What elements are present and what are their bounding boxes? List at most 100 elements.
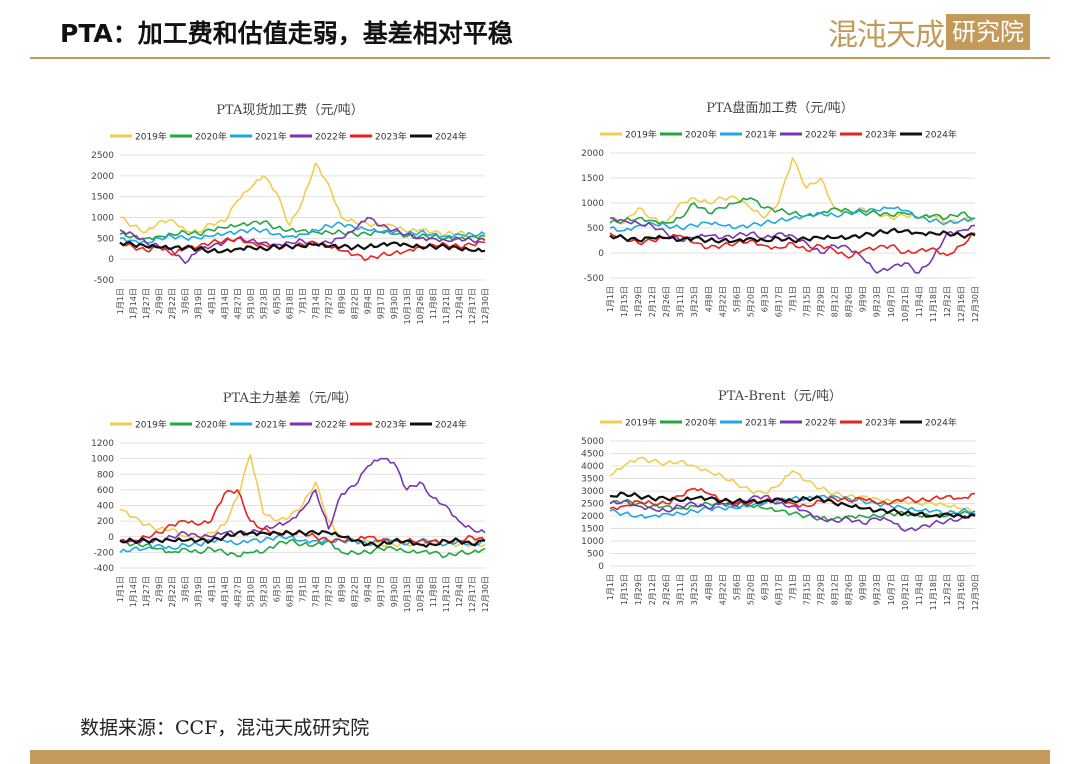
x-tick-label: 8月22日 [351, 576, 360, 607]
x-tick-label: 3月25日 [690, 574, 699, 605]
y-tick-label: 1500 [581, 525, 604, 535]
x-tick-label: 7月27日 [325, 576, 334, 607]
x-tick-label: 9月23日 [873, 286, 882, 317]
legend-label: 2019年 [625, 129, 657, 141]
series-line-2022 [609, 494, 976, 532]
legend-label: 2021年 [745, 417, 777, 429]
x-tick-label: 2月9日 [155, 288, 164, 314]
x-tick-label: 6月18日 [285, 576, 294, 607]
series-line-2021 [609, 494, 976, 519]
series-line-2019 [609, 157, 976, 225]
x-tick-label: 3月11日 [676, 574, 685, 605]
legend-label: 2023年 [375, 131, 407, 143]
y-tick-label: 3000 [581, 487, 604, 497]
y-tick-label: 0 [598, 249, 604, 259]
legend-label: 2022年 [805, 129, 837, 141]
x-tick-label: 1月1日 [606, 286, 615, 312]
x-tick-label: 11月21日 [442, 576, 451, 612]
x-tick-label: 6月3日 [760, 574, 769, 600]
x-tick-label: 2月26日 [662, 574, 671, 605]
x-tick-label: 7月14日 [312, 288, 321, 319]
x-tick-label: 5月23日 [259, 576, 268, 607]
x-tick-label: 5月6日 [732, 286, 741, 312]
page-title: PTA：加工费和估值走弱，基差相对平稳 [60, 19, 513, 48]
series-line-2021 [119, 533, 486, 553]
x-tick-label: 2月22日 [168, 288, 177, 319]
x-tick-label: 12月30日 [481, 288, 490, 324]
x-tick-label: 11月8日 [429, 288, 438, 319]
x-tick-label: 9月17日 [377, 288, 386, 319]
legend-label: 2022年 [805, 417, 837, 429]
x-tick-label: 4月22日 [718, 286, 727, 317]
y-tick-label: 800 [97, 470, 114, 480]
x-tick-label: 11月8日 [429, 576, 438, 607]
chart-title: PTA主力基差（元/吨） [223, 391, 357, 406]
x-tick-label: 10月26日 [416, 288, 425, 324]
logo-box-text: 研究院 [946, 14, 1030, 50]
legend-label: 2024年 [435, 131, 467, 143]
x-tick-label: 10月7日 [887, 574, 896, 605]
x-tick-label: 7月1日 [299, 576, 308, 602]
series-line-2022 [609, 217, 976, 274]
y-tick-label: 2500 [91, 151, 114, 161]
x-tick-label: 12月17日 [468, 576, 477, 612]
series-line-2020 [609, 197, 976, 225]
legend-label: 2022年 [315, 131, 347, 143]
x-tick-label: 6月5日 [272, 288, 281, 314]
x-tick-label: 5月10日 [246, 288, 255, 319]
legend-label: 2019年 [135, 131, 167, 143]
x-tick-label: 7月1日 [789, 286, 798, 312]
x-tick-label: 5月20日 [746, 286, 755, 317]
series-line-2023 [119, 489, 486, 544]
x-tick-label: 10月13日 [403, 288, 412, 324]
x-tick-label: 10月21日 [901, 286, 910, 322]
x-tick-label: 1月14日 [129, 576, 138, 607]
series-line-2019 [119, 453, 486, 548]
x-tick-label: 1月27日 [142, 288, 151, 319]
y-tick-label: 1000 [91, 214, 114, 224]
chart-title: PTA盘面加工费（元/吨） [706, 100, 853, 116]
x-tick-label: 11月4日 [915, 286, 924, 317]
series-line-2022 [119, 457, 486, 544]
x-tick-label: 7月1日 [789, 574, 798, 600]
x-tick-label: 9月30日 [390, 288, 399, 319]
y-tick-label: 400 [97, 502, 114, 512]
y-tick-label: 2000 [91, 172, 114, 182]
series-line-2022 [119, 216, 486, 265]
x-tick-label: 2月12日 [648, 286, 657, 317]
y-tick-label: 1200 [91, 439, 114, 449]
legend-label: 2021年 [255, 131, 287, 143]
x-tick-label: 12月2日 [943, 574, 952, 605]
x-tick-label: 4月8日 [704, 286, 713, 312]
chart-svg: PTA主力基差（元/吨） 2019年 2020年 2021年 2022年 2023年 202… [91, 391, 490, 612]
y-tick-label: 1000 [581, 537, 604, 547]
x-tick-label: 8月9日 [338, 288, 347, 314]
x-tick-label: 9月17日 [377, 576, 386, 607]
legend-label: 2020年 [685, 129, 717, 141]
series-line-2021 [119, 221, 486, 245]
x-tick-label: 1月15日 [620, 286, 629, 317]
x-tick-label: 11月18日 [929, 574, 938, 610]
x-tick-label: 9月23日 [873, 574, 882, 605]
x-tick-label: 12月17日 [468, 288, 477, 324]
x-tick-label: 1月1日 [116, 288, 125, 314]
x-tick-label: 6月5日 [272, 576, 281, 602]
y-tick-label: 0 [108, 533, 114, 543]
x-tick-label: 2月9日 [155, 576, 164, 602]
x-tick-label: 1月1日 [606, 574, 615, 600]
x-tick-label: 1月14日 [129, 288, 138, 319]
x-tick-label: 1月29日 [634, 574, 643, 605]
x-tick-label: 12月4日 [455, 576, 464, 607]
legend-label: 2023年 [865, 129, 897, 141]
x-tick-label: 12月30日 [481, 576, 490, 612]
x-tick-label: 4月1日 [207, 288, 216, 314]
chart-title: PTA-Brent（元/吨） [718, 389, 842, 404]
x-tick-label: 3月11日 [676, 286, 685, 317]
series-line-2019 [119, 162, 485, 241]
x-tick-label: 9月30日 [390, 576, 399, 607]
x-tick-label: 1月29日 [634, 286, 643, 317]
x-tick-label: 4月22日 [718, 574, 727, 605]
x-tick-label: 8月12日 [831, 574, 840, 605]
x-tick-label: 2月22日 [168, 576, 177, 607]
x-tick-label: 7月29日 [817, 286, 826, 317]
